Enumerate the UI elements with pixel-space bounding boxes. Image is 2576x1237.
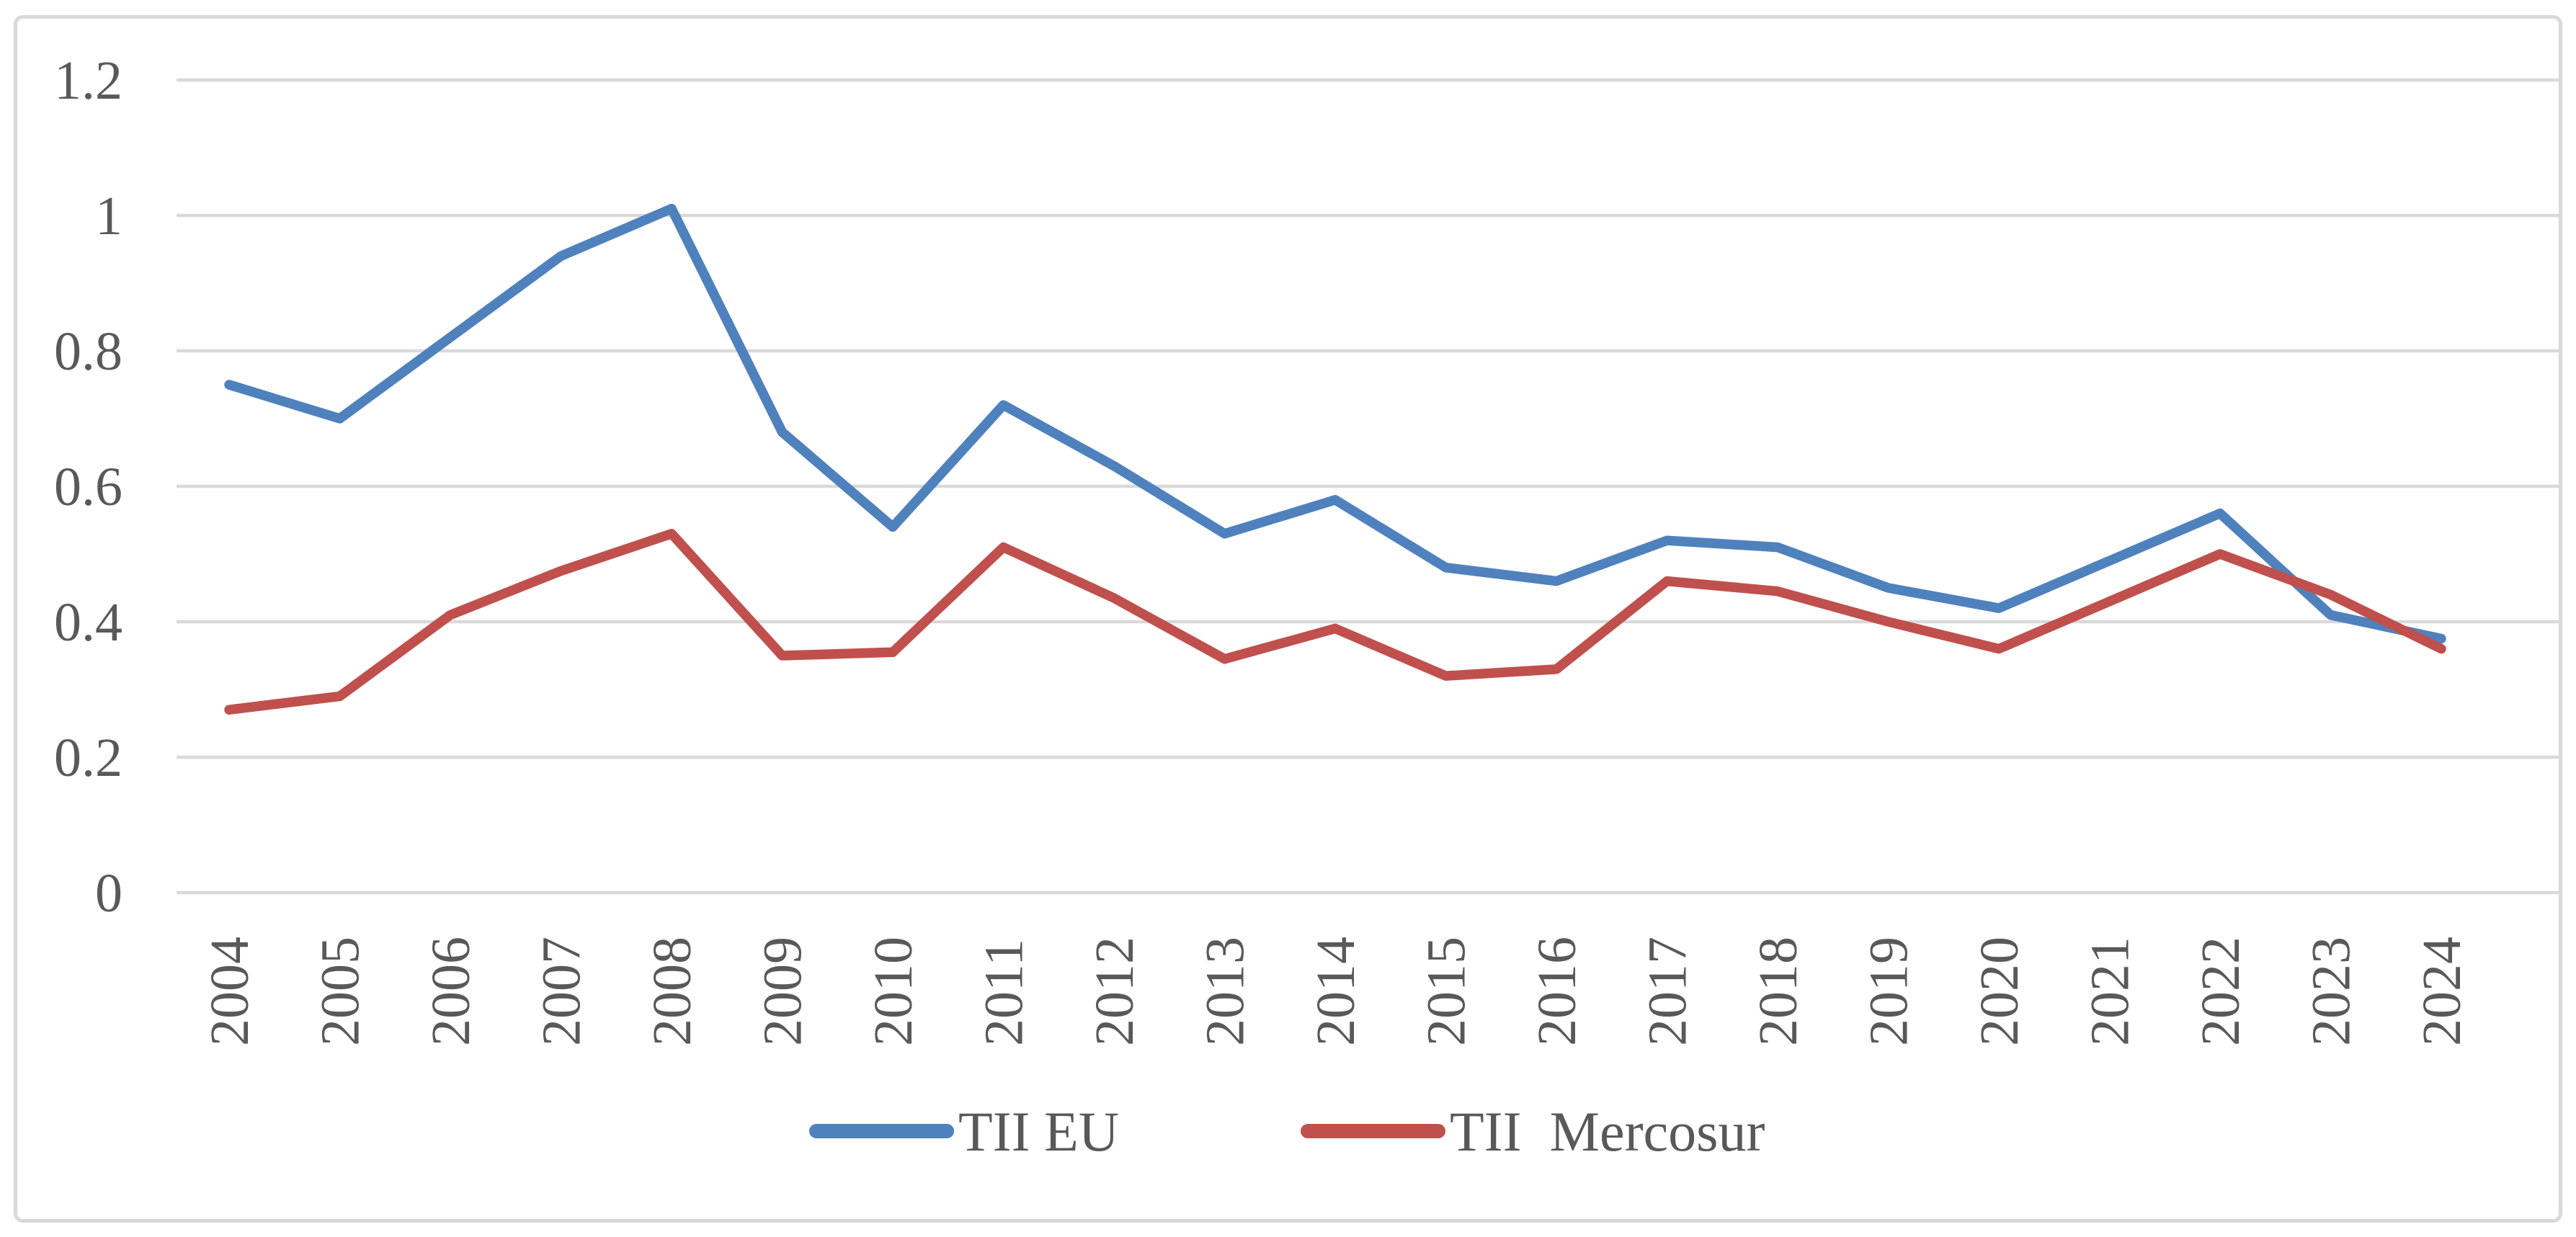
- legend-label-mercosur: TII Mercosur: [1450, 1100, 1765, 1163]
- y-axis-tick-label: 0.6: [54, 457, 122, 517]
- series-lines: [224, 203, 2446, 715]
- y-axis-tick-label: 0: [95, 863, 122, 924]
- x-axis-year-label: 2016: [1527, 937, 1587, 1046]
- legend: TII EU TII Mercosur: [809, 1100, 1765, 1163]
- y-axis-tick-label: 0.2: [54, 728, 122, 788]
- x-axis-year-label: 2015: [1417, 937, 1477, 1046]
- x-axis-year-label: 2018: [1748, 937, 1809, 1046]
- chart-border: [14, 15, 2562, 1223]
- legend-item-mercosur: TII Mercosur: [1301, 1100, 1765, 1163]
- x-axis-year-label: 2010: [863, 937, 924, 1046]
- gridlines: [177, 78, 2559, 895]
- x-axis-year-label: 2005: [311, 937, 371, 1046]
- x-axis-year-label: 2020: [1969, 937, 2030, 1046]
- x-axis-year-label: 2013: [1195, 937, 1256, 1046]
- x-axis-year-label: 2009: [753, 937, 814, 1046]
- x-axis-year-label: 2019: [1859, 937, 1920, 1046]
- x-axis-year-label: 2012: [1084, 937, 1145, 1046]
- y-axis-tick-label: 1.2: [54, 50, 122, 111]
- x-axis-year-label: 2017: [1638, 937, 1698, 1046]
- x-axis-year-label: 2024: [2412, 937, 2472, 1046]
- y-axis-tick-label: 1: [95, 186, 122, 246]
- x-axis-year-label: 2007: [532, 937, 592, 1046]
- legend-label-eu: TII EU: [958, 1100, 1119, 1163]
- x-axis-year-label: 2014: [1306, 937, 1366, 1046]
- x-axis-year-label: 2006: [421, 937, 481, 1046]
- x-axis-year-label: 2021: [2080, 937, 2141, 1046]
- x-axis-year-label: 2023: [2301, 937, 2362, 1046]
- x-axis-year-label: 2004: [200, 937, 260, 1046]
- x-axis-year-label: 2022: [2191, 937, 2251, 1046]
- legend-item-eu: TII EU: [809, 1100, 1119, 1163]
- y-axis-tick-label: 0.4: [54, 592, 122, 653]
- series-line-mercosur: [224, 529, 2446, 715]
- x-axis-year-label: 2008: [642, 937, 703, 1046]
- series-line-eu: [224, 203, 2446, 644]
- x-axis-year-label: 2011: [974, 939, 1035, 1046]
- x-axis-year-labels: 2004 2005 2006 2007 2008 2009 2010 2011 2012 2013…: [200, 937, 2472, 1046]
- y-axis-tick-labels: 1.2 1 0.8 0.6 0.4 0.2 0: [54, 50, 122, 924]
- y-axis-tick-label: 0.8: [54, 321, 122, 382]
